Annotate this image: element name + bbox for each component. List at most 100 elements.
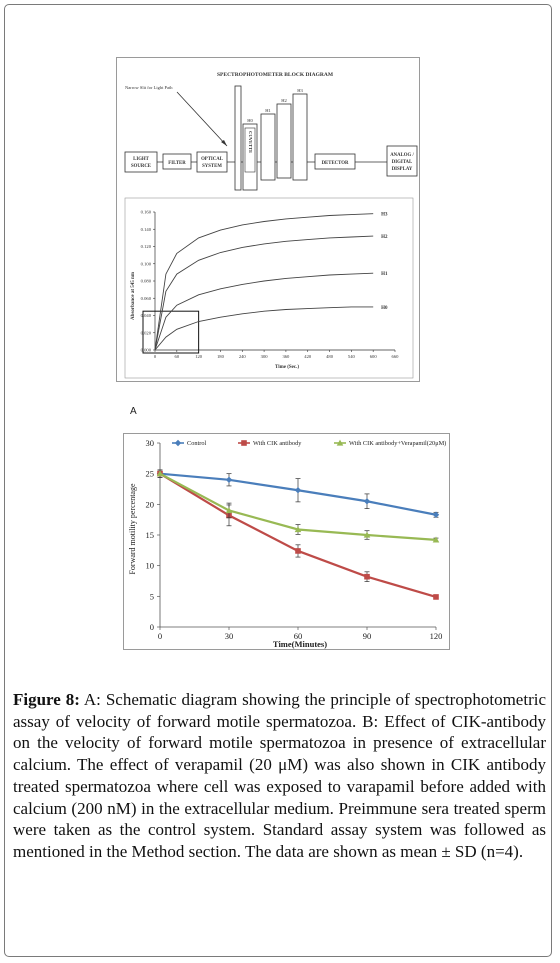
- absorbance-x-tick-label: 420: [304, 354, 312, 359]
- motility-y-tick-label: 5: [150, 591, 154, 601]
- absorbance-y-tick-label: 0.100: [141, 261, 152, 266]
- absorbance-y-tick-label: 0.060: [141, 296, 152, 301]
- slit-plate: [234, 85, 242, 191]
- motility-data-point: [363, 498, 371, 505]
- level-label-h0: H0: [247, 118, 253, 123]
- motility-x-tick-label: 30: [225, 631, 234, 641]
- motility-data-point: [433, 594, 439, 600]
- optical-label-2: SYSTEM: [202, 164, 222, 169]
- cuvette-window: [244, 127, 256, 173]
- motility-legend-label: With CIK antibody: [253, 440, 302, 447]
- absorbance-chart-curves: H3 H2 H1 H0: [154, 213, 388, 351]
- motility-chart: 0 5 10 15 20 25 30 0 30 60 90 120 Control With CIK a…: [128, 438, 446, 649]
- absorbance-y-tick-label: 0.020: [141, 330, 152, 335]
- detector-label: DETECTOR: [322, 161, 349, 166]
- motility-y-tick-label: 15: [146, 530, 155, 540]
- light-source-block: [124, 151, 158, 173]
- figure-caption-text: A: Schematic diagram showing the princip…: [13, 690, 546, 861]
- motility-data-point: [156, 470, 164, 477]
- absorbance-y-tick-label: 0.080: [141, 279, 152, 284]
- motility-x-tick-label: 90: [363, 631, 372, 641]
- absorbance-series-label: H3: [381, 213, 388, 218]
- display-block: [386, 145, 418, 177]
- level-label-h3: H3: [297, 88, 303, 93]
- motility-y-tick-label: 25: [146, 469, 155, 479]
- absorbance-series-label: H1: [381, 272, 388, 277]
- panel-a: SPECTROPHOTOMETER BLOCK DIAGRAM Narrow S…: [116, 57, 420, 382]
- motility-legend: Control With CIK antibody With CIK antibod…: [172, 439, 446, 447]
- motility-chart-axes: [159, 443, 436, 628]
- motility-data-point: [225, 507, 233, 514]
- motility-data-point: [225, 476, 233, 483]
- cuvette-h2: [276, 103, 292, 179]
- absorbance-curve-h1: [154, 272, 374, 351]
- absorbance-x-tick-label: 660: [392, 354, 400, 359]
- motility-data-point: [364, 573, 370, 580]
- absorbance-chart: H3 H2 H1 H0 0 60 120 180 240 300 360 420 480 540 600 6…: [124, 197, 414, 379]
- slit-pointer: [176, 91, 228, 147]
- absorbance-x-tick-label: 0: [154, 354, 157, 359]
- figure-label: Figure 8:: [13, 690, 80, 709]
- absorbance-chart-border: [124, 197, 414, 379]
- absorbance-y-tick-label: 0.040: [141, 313, 152, 318]
- spectrophotometer-block-diagram: SPECTROPHOTOMETER BLOCK DIAGRAM Narrow S…: [124, 72, 418, 191]
- motility-data-point: [363, 531, 371, 538]
- absorbance-y-tick-label: 0.000: [141, 348, 152, 353]
- motility-data-point: [294, 526, 302, 533]
- motility-y-tick-label: 20: [146, 499, 155, 509]
- absorbance-x-tick-label: 60: [175, 354, 180, 359]
- motility-x-tick-label: 60: [294, 631, 303, 641]
- cuvette-h3: [292, 93, 308, 181]
- absorbance-x-tick-label: 360: [282, 354, 290, 359]
- absorbance-curve-h3: [154, 213, 374, 351]
- motility-data-point: [295, 548, 301, 554]
- absorbance-y-axis-label: Absorbance at 545 nm: [131, 271, 136, 320]
- cuvette-h1: [260, 113, 276, 181]
- figure-frame: [4, 4, 552, 957]
- absorbance-x-tick-label: 600: [370, 354, 378, 359]
- level-label-h1: H1: [265, 108, 271, 113]
- display-label-1: ANALOG /: [390, 153, 414, 158]
- filter-block: [162, 153, 192, 170]
- absorbance-chart-ticks: 0 60 120 180 240 300 360 420 480 540 600 660 0.000 0.…: [141, 210, 399, 359]
- light-source-label-2: SOURCE: [131, 164, 151, 169]
- motility-y-axis-label: Forward motility percentage: [128, 483, 137, 575]
- figure-caption: Figure 8: A: Schematic diagram showing t…: [13, 689, 546, 863]
- motility-legend-marker: [174, 439, 182, 447]
- optical-system-block: [196, 151, 228, 173]
- absorbance-series-label: H0: [381, 306, 388, 311]
- slit-label: Narrow Slit for Light Path: [125, 85, 173, 90]
- motility-legend-label: With CIK antibody+Verapamil(20μM): [349, 440, 446, 447]
- panel-a-figure: SPECTROPHOTOMETER BLOCK DIAGRAM Narrow S…: [124, 72, 418, 379]
- detector-block: [314, 153, 356, 170]
- display-label-2: DIGITAL: [392, 160, 412, 165]
- absorbance-y-tick-label: 0.160: [141, 210, 152, 215]
- motility-legend-marker: [336, 439, 344, 446]
- cuvette-label: CUVETTE: [248, 131, 253, 153]
- motility-chart-series: [156, 469, 440, 600]
- absorbance-curve-h2: [154, 235, 374, 351]
- absorbance-y-tick-label: 0.120: [141, 244, 152, 249]
- absorbance-x-tick-label: 240: [239, 354, 247, 359]
- slit-pointer-arrowhead: [221, 140, 227, 146]
- optical-label-1: OPTICAL: [201, 157, 223, 162]
- display-label-3: DISPLAY: [392, 167, 413, 172]
- absorbance-x-tick-label: 300: [261, 354, 269, 359]
- motility-y-tick-label: 10: [146, 561, 155, 571]
- absorbance-x-tick-label: 120: [195, 354, 203, 359]
- motility-x-tick-label: 120: [430, 631, 443, 641]
- motility-data-point: [432, 511, 440, 518]
- absorbance-x-tick-label: 180: [217, 354, 225, 359]
- absorbance-curve-h0: [154, 306, 374, 351]
- motility-legend-marker: [241, 440, 247, 446]
- absorbance-x-axis-label: Time (Sec.): [275, 365, 299, 370]
- diagram-title: SPECTROPHOTOMETER BLOCK DIAGRAM: [217, 72, 334, 78]
- motility-x-tick-label: 0: [158, 631, 162, 641]
- motility-chart-ticks: 0 5 10 15 20 25 30 0 30 60 90 120: [146, 438, 443, 641]
- absorbance-x-tick-label: 540: [348, 354, 356, 359]
- panel-a-label: A: [130, 406, 137, 417]
- motility-y-tick-label: 0: [150, 622, 154, 632]
- motility-x-axis-label: Time(Minutes): [273, 639, 327, 649]
- filter-label: FILTER: [168, 161, 186, 166]
- level-label-h2: H2: [281, 98, 287, 103]
